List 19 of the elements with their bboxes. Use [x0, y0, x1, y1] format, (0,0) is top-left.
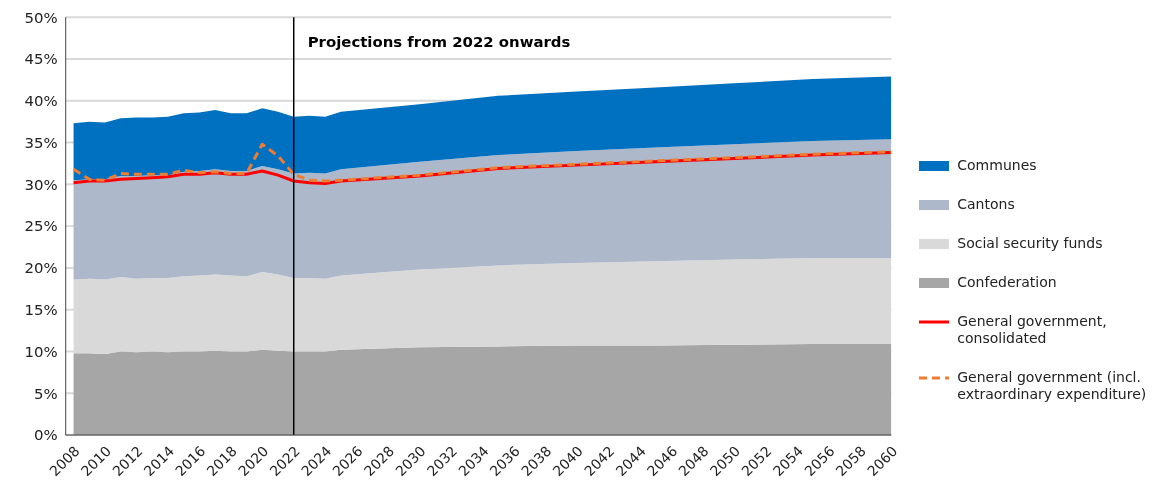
- ref-line-label: Projections from 2022 onwards: [307, 33, 571, 52]
- y-tick-label: 10%: [24, 342, 58, 361]
- y-tick-label: 35%: [24, 133, 58, 152]
- legend-label: General government, consolidated: [957, 313, 1108, 347]
- y-tick-label: 5%: [34, 384, 58, 403]
- y-tick-label: 20%: [24, 259, 58, 278]
- legend-label: Communes: [957, 157, 1037, 174]
- legend-label: General government (incl. extraordinary expenditure): [957, 369, 1148, 403]
- legend-label: Confederation: [957, 274, 1057, 291]
- y-tick-label: 0%: [34, 426, 58, 445]
- legend-label: Cantons: [957, 196, 1015, 213]
- y-tick-label: 45%: [24, 50, 58, 69]
- y-tick-label: 15%: [24, 300, 58, 319]
- y-tick-label: 50%: [24, 8, 58, 27]
- y-tick-label: 25%: [24, 217, 58, 236]
- legend-label: Social security funds: [957, 235, 1103, 252]
- y-tick-label: 30%: [24, 175, 58, 194]
- line-series: [72, 142, 892, 183]
- y-tick-label: 40%: [24, 92, 58, 111]
